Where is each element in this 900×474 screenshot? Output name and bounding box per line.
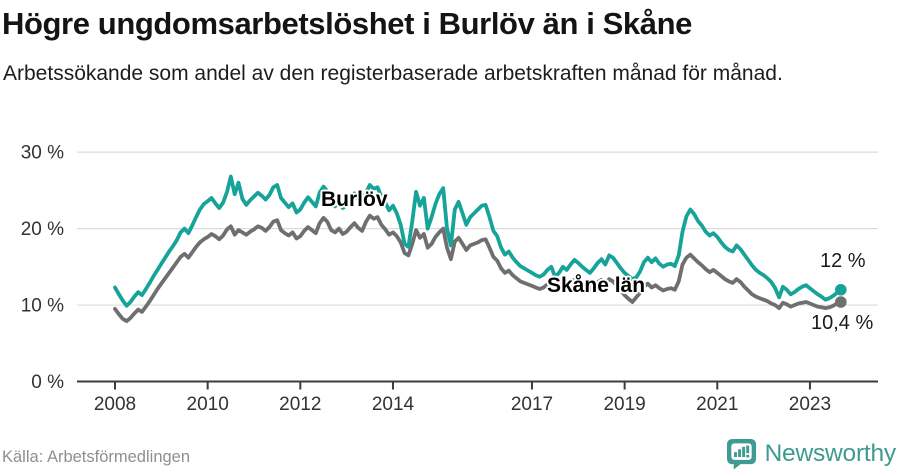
end-value-burlov: 12 % [820,250,866,272]
y-tick-label: 10 % [21,296,64,317]
y-tick-label: 20 % [21,219,64,240]
series-label-skane: Skåne län [547,274,646,297]
end-dot-burl-v [835,283,847,296]
series-line-sk-ne-l-n [113,213,843,324]
x-tick-label: 2014 [372,394,415,415]
series-label-burlov: Burlöv [321,188,388,211]
x-tick-label: 2012 [279,394,321,415]
chart-subtitle: Arbetssökande som andel av den registerb… [3,62,783,85]
x-tick-label: 2017 [511,394,553,415]
newsworthy-wordmark: Newsworthy [764,440,897,467]
chart-title: Högre ungdomsarbetslöshet i Burlöv än i … [2,6,692,41]
grid-layer: 30 % 20 % 10 % 0 % 2008 2010 2012 2014 2017 2019 2… [21,143,878,415]
series-layer [113,174,847,324]
newsworthy-logo-icon [726,438,757,470]
source-note: Källa: Arbetsförmedlingen [2,448,191,466]
x-tick-label: 2010 [187,394,229,415]
end-dot-sk-ne-l-n [835,296,847,308]
x-tick-label: 2023 [789,394,831,415]
y-tick-label: 0 % [31,372,64,393]
newsworthy-logo: Newsworthy [726,438,896,470]
y-tick-label: 30 % [21,143,64,164]
series-line-burl-v [113,174,843,308]
x-tick-label: 2021 [696,394,738,415]
x-tick-label: 2019 [603,394,645,415]
end-value-skane: 10,4 % [811,312,874,334]
x-tick-label: 2008 [94,394,136,415]
